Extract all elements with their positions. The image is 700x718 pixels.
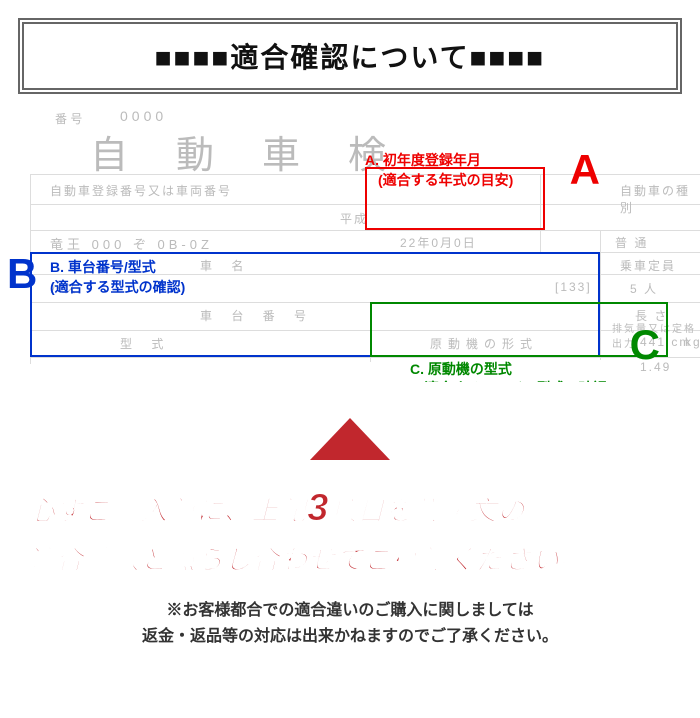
cell: 平成 — [340, 210, 368, 227]
msg1c: 項目を説明文の — [329, 496, 525, 526]
label-a-line2: (適合する年式の目安) — [378, 170, 513, 190]
footer-line1: ※お客様都合での適合違いのご購入に関しましては — [40, 598, 660, 624]
letter-a: A — [570, 146, 600, 194]
highlight-box-c — [370, 302, 668, 357]
cell: kg — [685, 335, 700, 349]
doc-number: 0000 — [120, 108, 167, 124]
label-a-line1: A. 初年度登録年月 — [365, 150, 481, 170]
cell: 5 人 — [630, 280, 658, 297]
doc-num-label: 番 号 — [55, 110, 82, 127]
message-line2: 適合情報と照らし合わせてご確認ください。 — [28, 539, 672, 582]
footer: ※お客様都合での適合違いのご購入に関しましては 返金・返品等の対応は出来かねます… — [0, 598, 700, 649]
cell: 自動車登録番号又は車両番号 — [50, 182, 232, 199]
label-b-line1: B. 車台番号/型式 — [50, 257, 156, 277]
main-message: 必ずご購入前に、上記3項目を説明文の 適合情報と照らし合わせてご確認ください。 — [0, 478, 700, 582]
label-c-line1: C. 原動機の型式 — [410, 359, 512, 379]
footer-line2: 返金・返品等の対応は出来かねますのでご了承ください。 — [40, 624, 660, 650]
cell: 乗車定員 — [620, 257, 676, 274]
cell: 自動車の種別 — [620, 182, 700, 216]
cell: 竜王 000 ぞ 0B-0Z — [50, 234, 213, 253]
label-c-line2: (適合するエンジン型式の確認) — [420, 378, 611, 382]
triangle-up-icon — [310, 418, 390, 460]
cell: 普 通 — [615, 234, 648, 251]
msg1-big3: 3 — [307, 487, 329, 529]
letter-c: C — [630, 321, 660, 369]
cell: 22年0月0日 — [400, 234, 477, 251]
msg1a: 必ずご購入前に、上記 — [28, 496, 307, 526]
label-b-line2: (適合する型式の確認) — [50, 277, 185, 297]
header-title: ■■■■適合確認について■■■■ — [32, 36, 668, 76]
document-area: 番 号 0000 自動車検 自動車登録番号又は車両番号 自動車の種別 平成 22… — [0, 102, 700, 382]
message-line1: 必ずご購入前に、上記3項目を説明文の — [28, 478, 672, 539]
header-frame: ■■■■適合確認について■■■■ — [18, 18, 682, 94]
letter-b: B — [7, 250, 37, 298]
